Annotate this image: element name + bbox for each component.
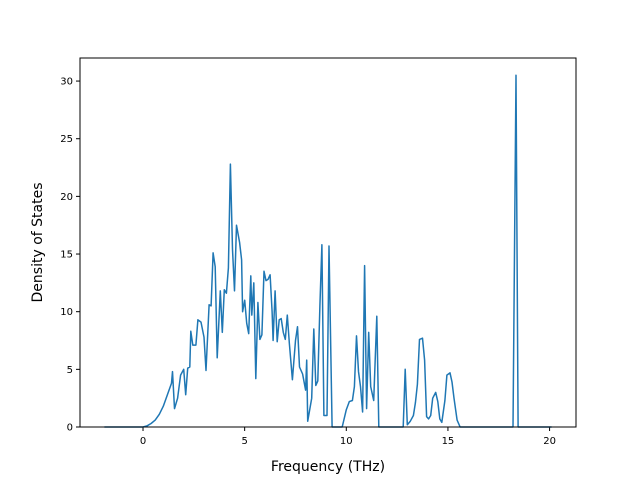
y-tick-label: 10 (60, 307, 73, 318)
y-tick-label: 25 (60, 134, 73, 145)
x-axis-label: Frequency (THz) (271, 459, 385, 475)
y-tick-label: 20 (60, 192, 73, 203)
ticks-layer: 0 5 10 15 20 0 5 10 15 20 25 30 (60, 77, 556, 447)
dos-series-line (104, 74, 552, 428)
y-tick-label: 0 (67, 423, 73, 434)
x-tick-label: 20 (543, 436, 556, 447)
y-tick-label: 15 (60, 250, 73, 261)
y-axis-label: Density of States (30, 183, 46, 303)
x-tick-label: 10 (340, 436, 353, 447)
plot-frame (79, 57, 577, 428)
x-tick-label: 5 (241, 436, 247, 447)
x-tick-label: 15 (442, 436, 455, 447)
series-layer (104, 74, 552, 428)
x-tick-label: 0 (140, 436, 146, 447)
y-tick-label: 30 (60, 77, 73, 88)
y-tick-label: 5 (67, 365, 73, 376)
